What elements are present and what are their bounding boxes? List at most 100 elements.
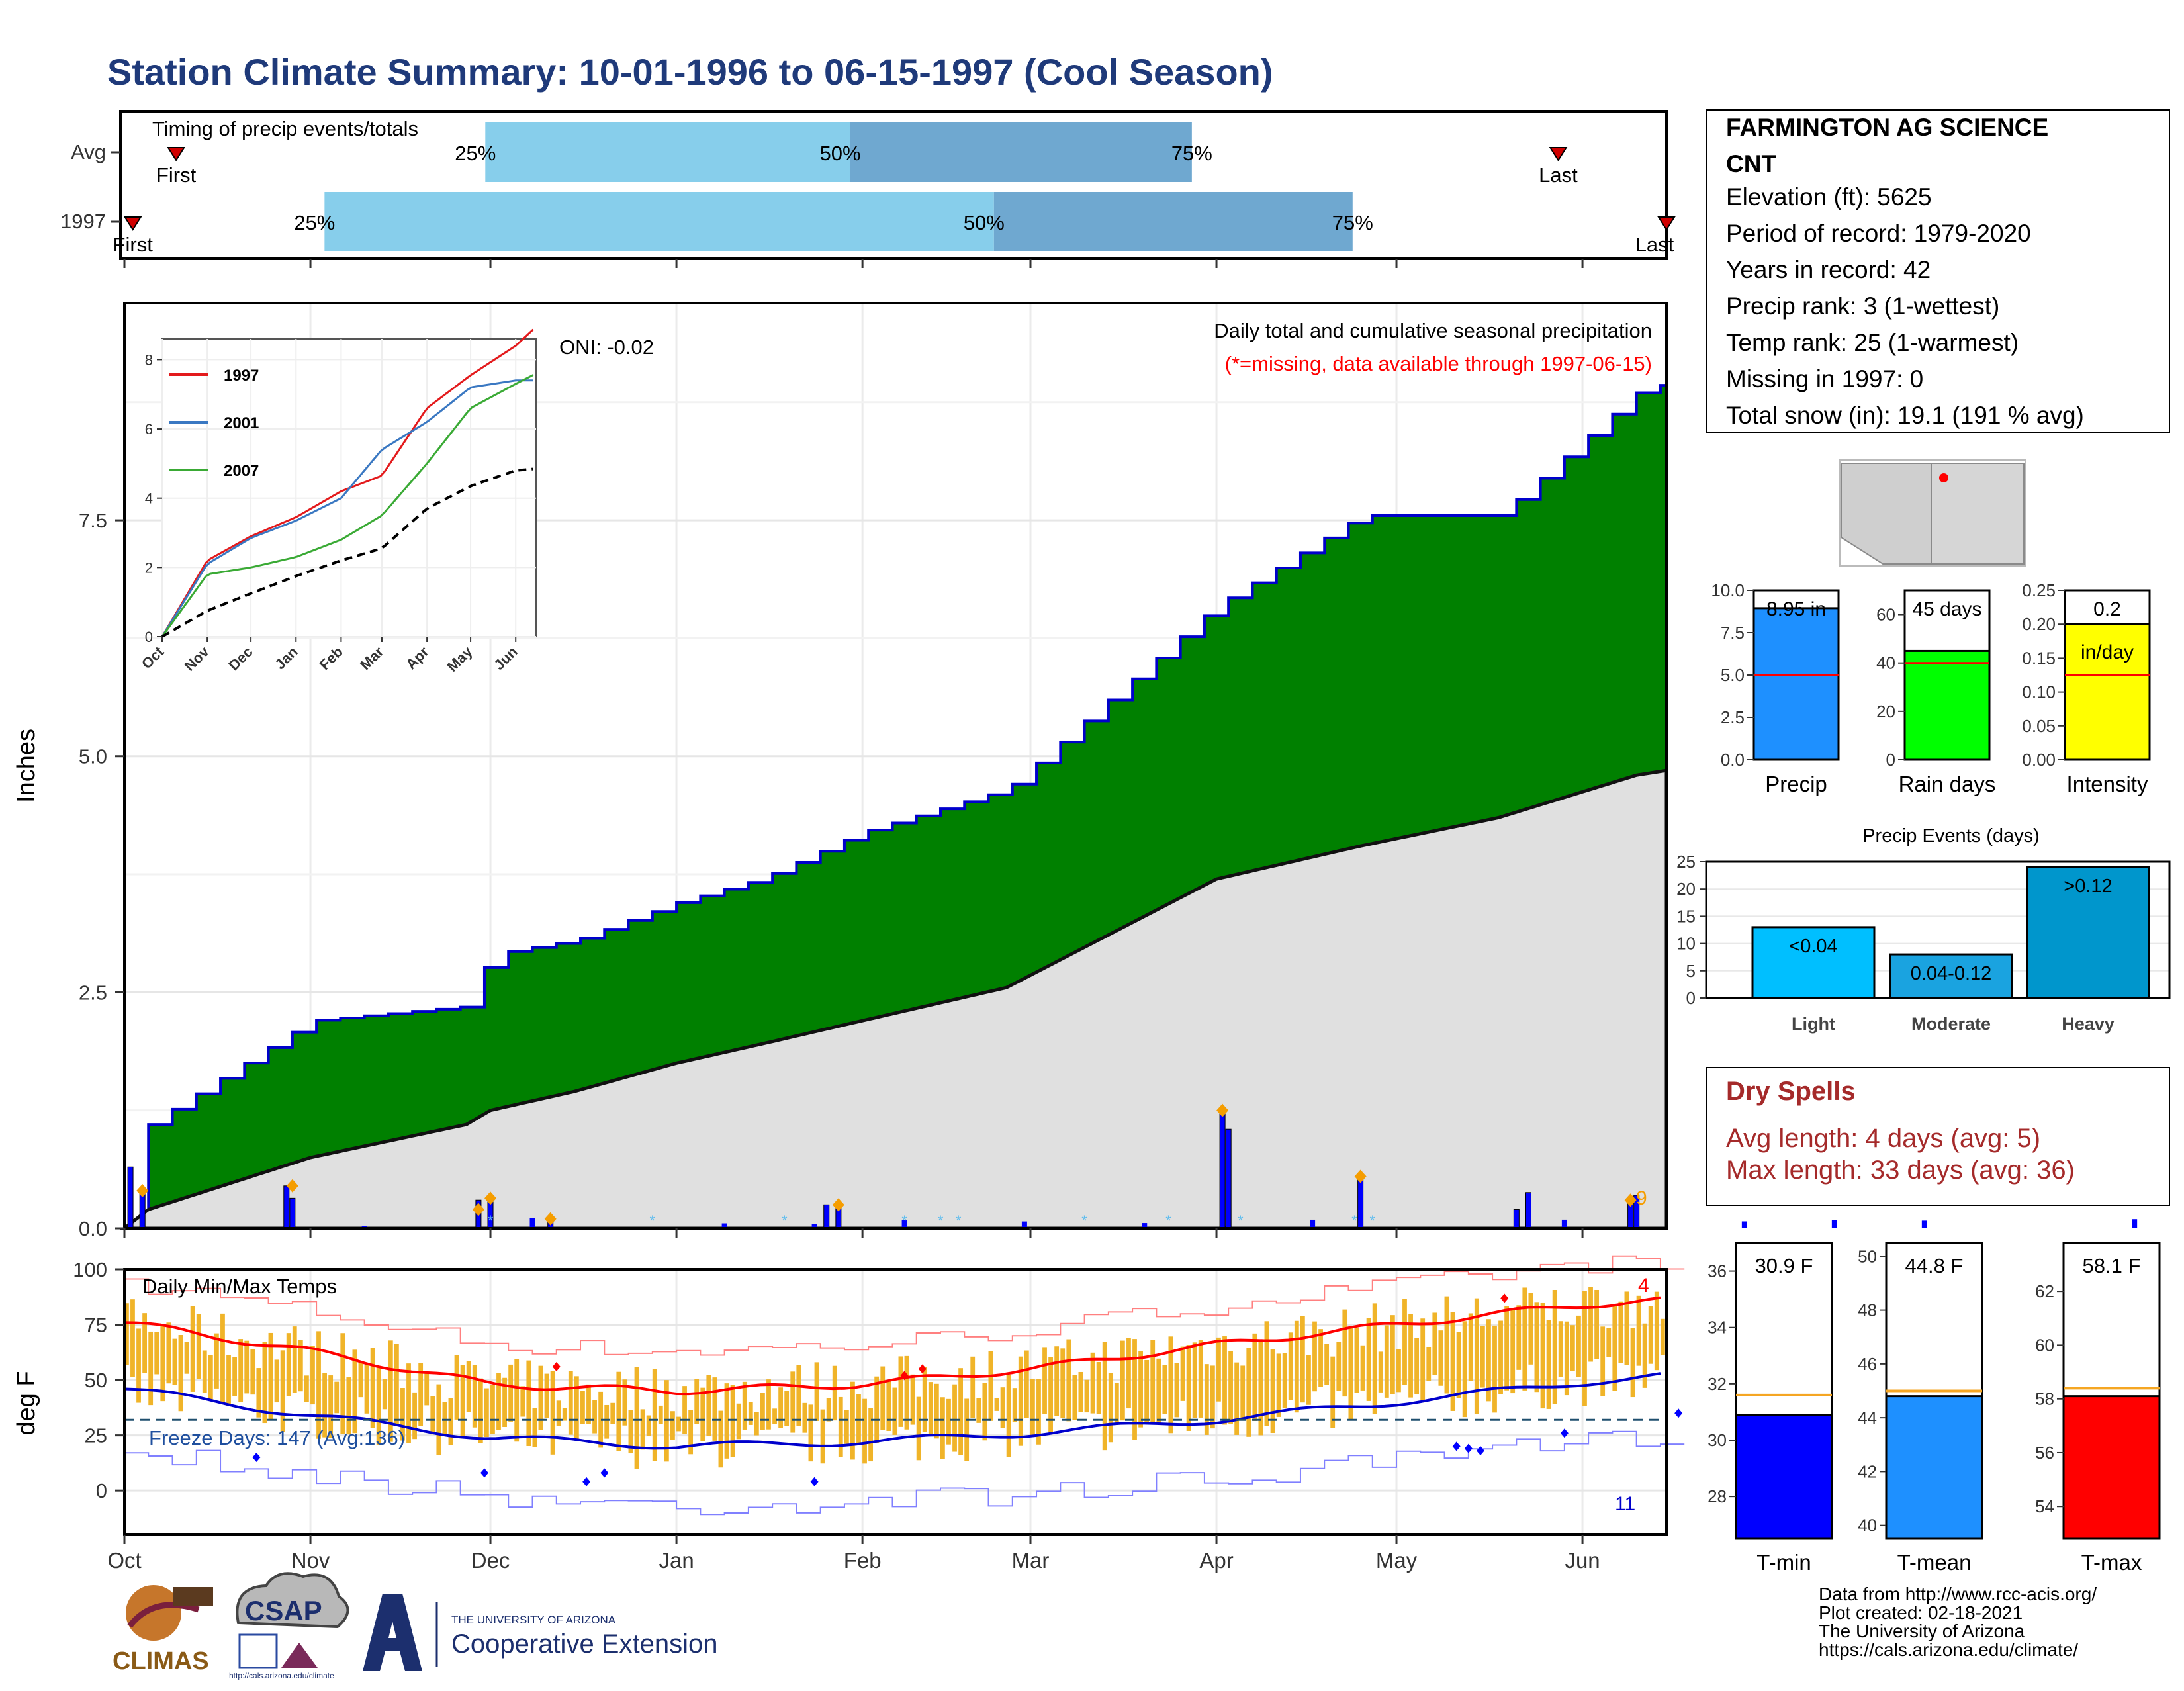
snow-diamond — [1354, 1169, 1367, 1183]
snow-marker: * — [1369, 1212, 1375, 1229]
daily-temp-bar — [250, 1349, 255, 1395]
mini-temp-tick-label: 48 — [1858, 1301, 1877, 1320]
daily-temp-bar — [838, 1396, 843, 1457]
mini-precip-value: 45 days — [1912, 598, 1981, 620]
daily-temp-bar — [754, 1412, 759, 1436]
timing-panel: Timing of precip events/totals Avg 25% 50%… — [60, 110, 1676, 268]
mini-temp-tick-label: 50 — [1858, 1246, 1877, 1266]
month-label: Feb — [844, 1548, 882, 1573]
daily-temp-bar — [970, 1356, 976, 1418]
info-frame — [1706, 109, 2170, 433]
snow-marker: * — [956, 1212, 962, 1229]
month-label: Jun — [1565, 1548, 1600, 1573]
daily-temp-bar — [1216, 1337, 1221, 1402]
daily-temp-bar — [1336, 1341, 1342, 1391]
mini-precip-bar — [1752, 607, 1840, 761]
daily-temp-bar — [196, 1314, 201, 1379]
daily-temp-bar — [1372, 1303, 1377, 1414]
record-low-marker — [1476, 1446, 1484, 1456]
daily-temp-bar — [370, 1348, 375, 1428]
daily-temp-bar — [994, 1398, 999, 1411]
normal-tmin-line — [124, 1372, 1661, 1450]
daily-temp-bar — [604, 1404, 610, 1439]
daily-precip-bar-small — [1741, 1221, 1747, 1228]
daily-temp-bar — [1036, 1379, 1041, 1445]
daily-temp-bar — [1108, 1373, 1113, 1443]
daily-temp-bar — [1624, 1291, 1629, 1365]
events-category-label: Light — [1792, 1014, 1835, 1034]
daily-precip-bar-small — [1310, 1219, 1316, 1228]
daily-temp-bar — [1120, 1340, 1125, 1421]
daily-temp-bar — [334, 1381, 340, 1414]
daily-temp-bar — [1468, 1313, 1473, 1381]
daily-precip-bar — [283, 1185, 290, 1229]
daily-precip-bar-small — [1831, 1220, 1837, 1228]
daily-temp-bar — [358, 1362, 363, 1398]
timing-last-label: Last — [1635, 233, 1674, 256]
temp-ytick-label: 25 — [85, 1424, 107, 1447]
daily-temp-bar — [880, 1366, 886, 1430]
daily-temp-bar — [1240, 1365, 1246, 1419]
mini-temp-label: T-mean — [1897, 1550, 1972, 1575]
events-bar-label: 0.04-0.12 — [1911, 963, 1992, 984]
temp-panel: 0 25 50 75 100 Daily Min/Max Temps Freeze Da… — [13, 1255, 1685, 1573]
intensity-unit: in/day — [2081, 641, 2134, 663]
info-line: Years in record: 42 — [1726, 256, 1931, 283]
info-line: Precip rank: 3 (1-wettest) — [1726, 293, 1999, 320]
dry-spells-frame — [1706, 1067, 2170, 1206]
daily-temp-bar — [1498, 1320, 1503, 1394]
daily-temp-bar — [856, 1394, 861, 1443]
daily-temp-bar — [256, 1368, 261, 1418]
daily-temp-bar — [1504, 1306, 1510, 1391]
daily-temp-bar — [382, 1379, 387, 1410]
daily-temp-bar — [448, 1398, 453, 1445]
daily-temp-bar — [1480, 1326, 1485, 1388]
daily-temp-bar — [700, 1387, 705, 1441]
daily-temp-bar — [634, 1367, 639, 1469]
mini-temp-tick-label: 42 — [1858, 1461, 1877, 1481]
daily-temp-bar — [514, 1359, 520, 1442]
daily-temp-bar — [178, 1335, 183, 1412]
daily-temp-bar — [1540, 1302, 1545, 1409]
temp-frame — [123, 1268, 1668, 1536]
oni-label: ONI: -0.02 — [559, 336, 654, 359]
info-line: Elevation (ft): 5625 — [1726, 183, 1932, 210]
daily-temp-bar — [772, 1408, 777, 1424]
daily-temp-bar — [976, 1398, 981, 1423]
daily-temp-bar — [1456, 1332, 1461, 1398]
high-count-label: 4 — [1638, 1275, 1649, 1297]
inset-ytick-label: 4 — [145, 490, 153, 507]
mini-precip-value: 8.95 in — [1766, 598, 1826, 620]
footer-line: https://cals.arizona.edu/climate/ — [1819, 1639, 2078, 1660]
daily-temp-bar — [832, 1365, 837, 1421]
snow-marker: * — [1081, 1212, 1087, 1229]
daily-temp-bar — [184, 1342, 189, 1374]
daily-temp-bar — [922, 1367, 927, 1432]
daily-temp-bar — [508, 1364, 514, 1422]
temp-ytick-label: 50 — [85, 1369, 107, 1392]
daily-temp-bar — [1642, 1323, 1647, 1388]
daily-precip-bar — [823, 1204, 830, 1229]
daily-temp-bar — [1288, 1332, 1293, 1400]
daily-temp-bar — [430, 1396, 435, 1435]
record-low-line — [124, 1430, 1685, 1516]
daily-temp-bar — [1090, 1352, 1095, 1414]
daily-temp-bar — [1072, 1375, 1077, 1420]
daily-temp-bar — [1264, 1321, 1269, 1426]
daily-temp-bar — [298, 1340, 303, 1392]
mini-temp-tick-label: 58 — [2035, 1389, 2054, 1409]
daily-temp-bar — [628, 1410, 633, 1454]
daily-temp-bar — [166, 1322, 171, 1384]
daily-temp-bar — [478, 1378, 483, 1443]
daily-temp-bar — [1306, 1355, 1311, 1405]
daily-temp-bar — [316, 1331, 321, 1439]
inset-ytick-label: 2 — [145, 559, 153, 576]
footer-line: Data from http://www.rcc-acis.org/ — [1819, 1584, 2097, 1604]
events-ytick-label: 10 — [1676, 934, 1696, 954]
climas-wordmark: CLIMAS — [113, 1647, 209, 1675]
csap-logo: CSAP http://cals.arizona.edu/climate — [229, 1572, 349, 1680]
daily-temp-bar — [616, 1371, 621, 1451]
daily-temp-bar — [568, 1371, 573, 1435]
daily-temp-bar — [934, 1383, 939, 1439]
